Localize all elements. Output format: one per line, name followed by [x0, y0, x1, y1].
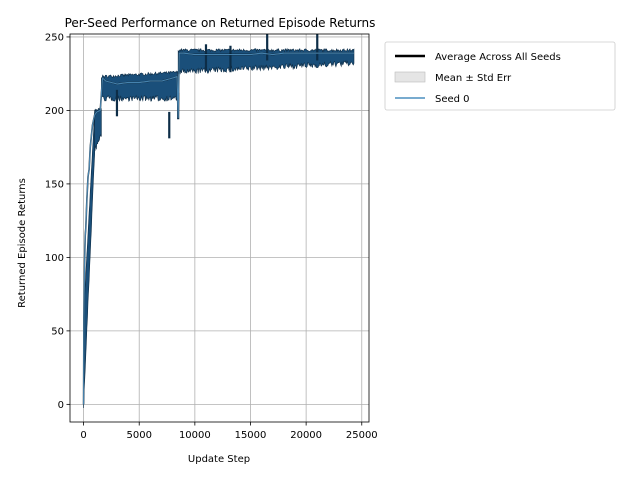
x-tick-label: 5000 [126, 430, 151, 441]
plot-area [82, 34, 355, 409]
std-err-band [94, 107, 102, 152]
y-tick-label: 0 [58, 400, 64, 411]
y-axis-label: Returned Episode Returns [17, 178, 28, 308]
axis-ticks: 0 5000 10000 15000 20000 25000 0 50 100 150 200 250 [45, 32, 378, 441]
legend-label: Seed 0 [435, 94, 470, 105]
y-tick-label: 200 [45, 106, 64, 117]
x-axis-label: Update Step [188, 454, 250, 465]
x-tick-label: 10000 [179, 430, 211, 441]
std-err-band [83, 109, 95, 409]
legend: Average Across All Seeds Mean ± Std Err Se… [384, 41, 616, 111]
x-tick-label: 20000 [290, 430, 322, 441]
chart-title: Per-Seed Performance on Returned Episode… [65, 16, 376, 30]
legend-label: Average Across All Seeds [435, 52, 561, 63]
seed-0-line [82, 52, 354, 405]
x-tick-label: 25000 [346, 430, 378, 441]
axes-frame [69, 33, 370, 423]
legend-swatch-band [394, 71, 426, 83]
y-tick-label: 150 [45, 179, 64, 190]
y-tick-label: 250 [45, 32, 64, 43]
x-tick-label: 15000 [235, 430, 267, 441]
grid-lines [70, 34, 369, 422]
y-tick-label: 100 [45, 253, 64, 264]
legend-box [384, 41, 616, 111]
y-tick-label: 50 [51, 326, 64, 337]
legend-label: Mean ± Std Err [435, 73, 512, 84]
x-tick-label: 0 [80, 430, 86, 441]
